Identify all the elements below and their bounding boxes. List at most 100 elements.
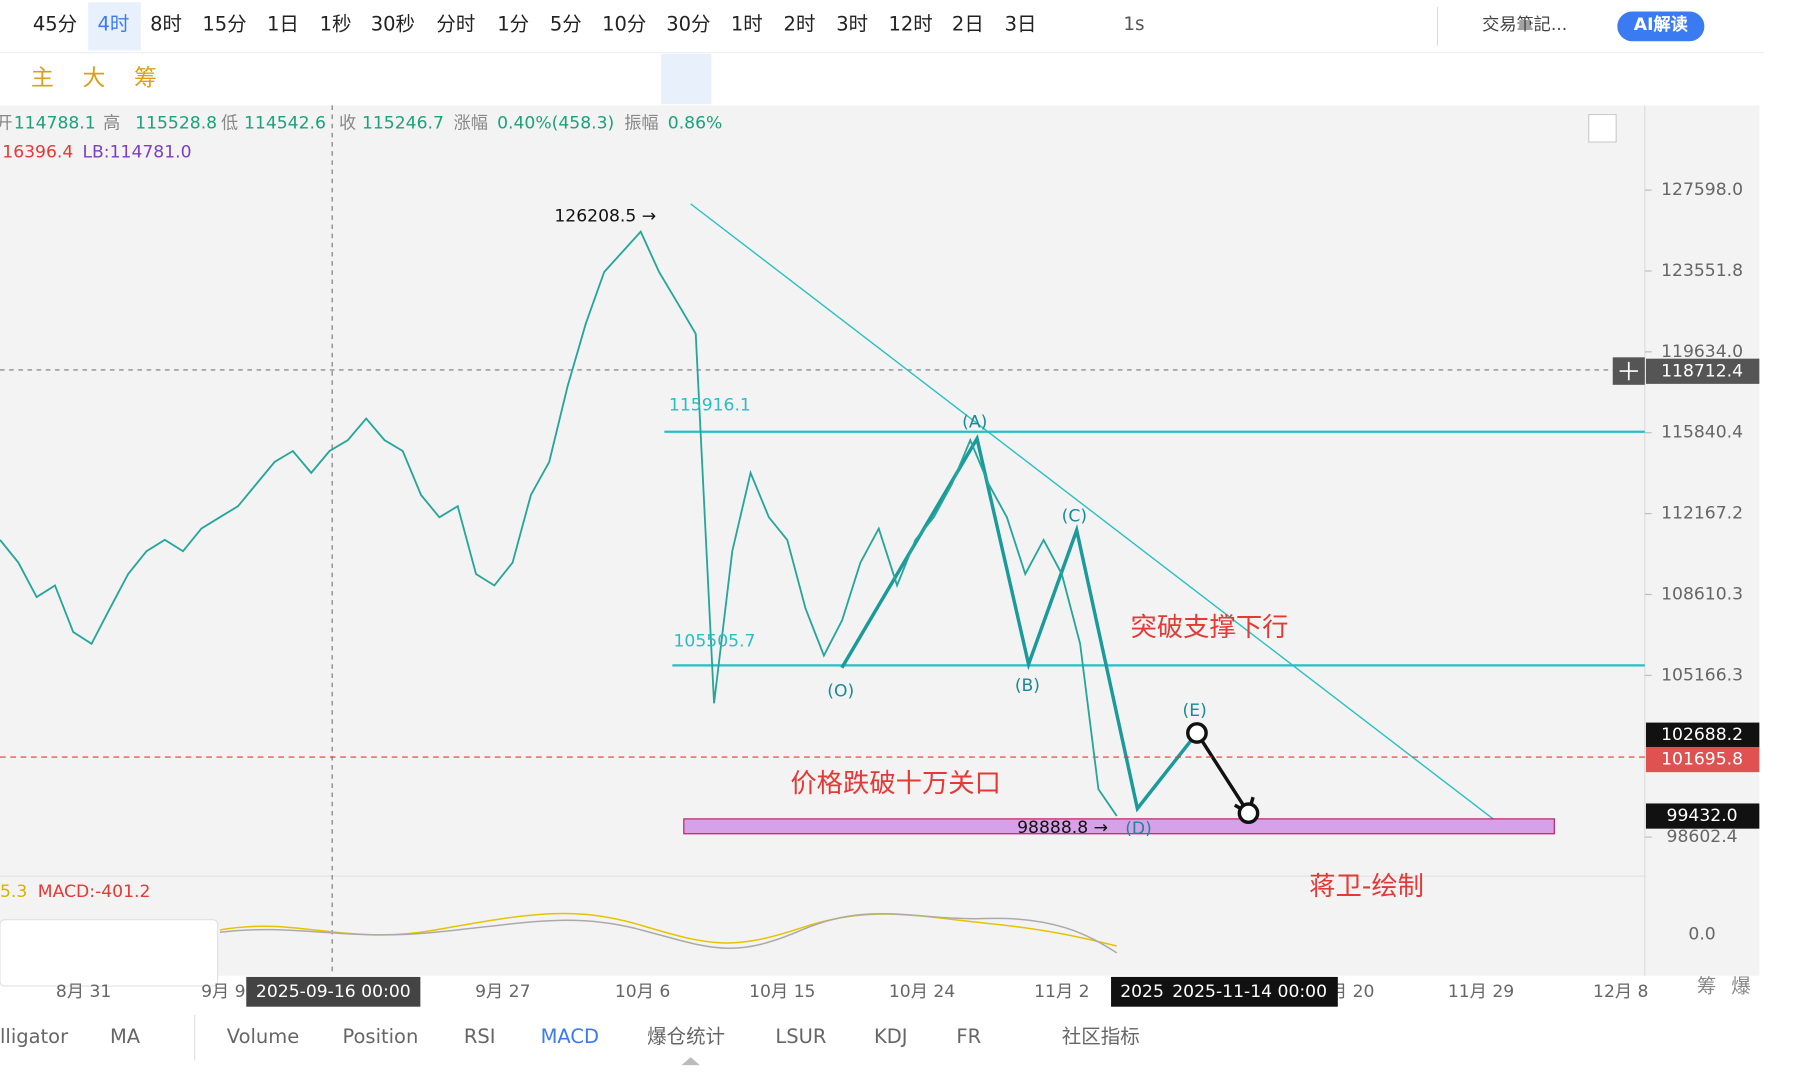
y-tick-label: 123551.8 xyxy=(1661,261,1743,281)
macd-zero: 0.0 xyxy=(1688,925,1715,945)
info-label: 振幅 xyxy=(624,114,658,134)
info-value: 0.86% xyxy=(668,114,723,134)
macd-value: 5.3 xyxy=(0,882,27,902)
anchor[interactable] xyxy=(1237,802,1260,825)
price-badge-label: 118712.4 xyxy=(1661,361,1743,381)
tool-button[interactable]: 大 xyxy=(82,66,105,92)
x-tick-label: 10月 6 xyxy=(615,982,670,1002)
x-tick-label: 12月 8 xyxy=(1593,982,1648,1002)
price-badge-label: 101695.8 xyxy=(1661,750,1743,770)
info-value: 115246.7 xyxy=(362,114,444,134)
wave-label: (C) xyxy=(1062,507,1087,527)
info-value: 115528.8 xyxy=(135,114,217,134)
chart-area xyxy=(0,105,1760,976)
x-tick-label: 9月 9 xyxy=(201,982,245,1002)
interval-button[interactable]: 4时 xyxy=(97,13,129,36)
active-interval-bg xyxy=(88,2,141,51)
indicator-tab[interactable]: MACD xyxy=(541,1025,599,1048)
indicator-tab[interactable]: 爆仓统计 xyxy=(647,1025,725,1048)
y-tick-label: 98602.4 xyxy=(1667,827,1738,847)
indicator-tab[interactable]: KDJ xyxy=(874,1025,908,1048)
info-value: 114542.6 xyxy=(244,114,326,134)
cursor-date: 2025-11-14 00:00 xyxy=(1172,982,1327,1002)
corner-button[interactable]: 筹 xyxy=(1697,975,1716,998)
tab-bar xyxy=(0,1012,1764,1063)
interval-button[interactable]: 45分 xyxy=(33,13,77,36)
interval-button[interactable]: 1分 xyxy=(497,13,529,36)
y-tick-label: 108610.3 xyxy=(1661,584,1743,604)
info-label: 高 xyxy=(103,114,120,134)
x-tick-label: 8月 31 xyxy=(56,982,111,1002)
wave-label: (A) xyxy=(962,413,987,433)
indicator-tab[interactable]: Position xyxy=(342,1025,418,1048)
interval-button[interactable]: 分时 xyxy=(436,13,475,36)
info-value: 0.40%(458.3) xyxy=(497,114,614,134)
expand-button[interactable] xyxy=(1588,113,1617,143)
y-tick-label: 127598.0 xyxy=(1661,180,1743,200)
corner-button[interactable]: 爆 xyxy=(1731,975,1751,998)
interval-button[interactable]: 1时 xyxy=(731,13,763,36)
interval-button[interactable]: 2日 xyxy=(952,13,984,36)
interval-button[interactable]: 15分 xyxy=(202,13,246,36)
info-label: 涨幅 xyxy=(454,114,488,134)
speed-button[interactable]: 1s xyxy=(1123,14,1144,35)
y-tick-label: 119634.0 xyxy=(1661,342,1743,362)
collapse-handle[interactable] xyxy=(681,1057,700,1066)
tool-button[interactable]: 筹 xyxy=(134,66,157,92)
tool-button[interactable]: 主 xyxy=(31,66,54,92)
projection-arrow xyxy=(1195,732,1250,815)
note: 突破支撑下行 xyxy=(1131,613,1289,643)
interval-button[interactable]: 3时 xyxy=(836,13,868,36)
wave-label: (E) xyxy=(1183,701,1207,721)
low-label: 98888.8 → xyxy=(1017,818,1108,838)
interval-button[interactable]: 1秒 xyxy=(320,13,352,36)
wave-label: (D) xyxy=(1125,819,1152,839)
indicator-tab[interactable]: 社区指标 xyxy=(1062,1025,1140,1048)
interval-button[interactable]: 3日 xyxy=(1005,13,1037,36)
cursor-date-box xyxy=(1111,976,1338,1007)
ai-label[interactable]: AI解读 xyxy=(1634,14,1688,35)
notes-label[interactable]: 交易筆記... xyxy=(1482,15,1567,35)
price-line xyxy=(0,230,1118,817)
indicator-tab[interactable]: Volume xyxy=(227,1025,299,1048)
y-tick-label: 112167.2 xyxy=(1661,504,1743,524)
info-label: 低 xyxy=(221,114,238,134)
interval-button[interactable]: 1日 xyxy=(267,13,299,36)
interval-button[interactable]: 8时 xyxy=(150,13,182,36)
author-note: 蒋卫-绘制 xyxy=(1309,872,1424,902)
price-badge xyxy=(1645,746,1760,773)
y-tick-label: 105166.3 xyxy=(1661,665,1743,685)
interval-button[interactable]: 5分 xyxy=(550,13,582,36)
price-badge xyxy=(1645,722,1760,748)
cursor-date: 2025-09-16 00:00 xyxy=(256,982,411,1002)
x-tick-label: 10月 24 xyxy=(889,982,955,1002)
support-zone xyxy=(683,818,1555,835)
active-tool-bg xyxy=(660,53,712,105)
band-value: LB:114781.0 xyxy=(82,142,191,162)
indicator-tab[interactable]: FR xyxy=(956,1025,981,1048)
interval-button[interactable]: 30秒 xyxy=(371,13,415,36)
indicator-tab[interactable]: MA xyxy=(110,1025,141,1048)
anchor[interactable] xyxy=(1186,722,1208,744)
interval-button[interactable]: 12时 xyxy=(888,13,932,36)
level-label: 115916.1 xyxy=(669,395,751,415)
wave-label: (O) xyxy=(827,682,854,702)
plus-icon xyxy=(1619,361,1638,381)
interval-button[interactable]: 30分 xyxy=(666,13,710,36)
price-badge xyxy=(1645,803,1760,829)
macd-label: MACD:-401.2 xyxy=(38,882,151,902)
cursor-date-box xyxy=(246,976,421,1007)
high-label: 126208.5 → xyxy=(554,206,656,226)
info-label: 收 xyxy=(339,114,356,134)
indicator-tab[interactable]: RSI xyxy=(464,1025,496,1048)
trend-line xyxy=(690,203,1501,826)
x-tick-label: 10月 15 xyxy=(749,982,815,1002)
indicator-tab[interactable]: LSUR xyxy=(775,1025,826,1048)
pane-controls[interactable] xyxy=(0,919,219,987)
ai-button[interactable] xyxy=(1617,11,1705,42)
interval-button[interactable]: 10分 xyxy=(602,13,646,36)
interval-button[interactable]: 2时 xyxy=(784,13,816,36)
band-value: 16396.4 xyxy=(2,142,73,162)
macd-line xyxy=(219,912,1118,954)
indicator-tab[interactable]: lligator xyxy=(0,1025,68,1048)
